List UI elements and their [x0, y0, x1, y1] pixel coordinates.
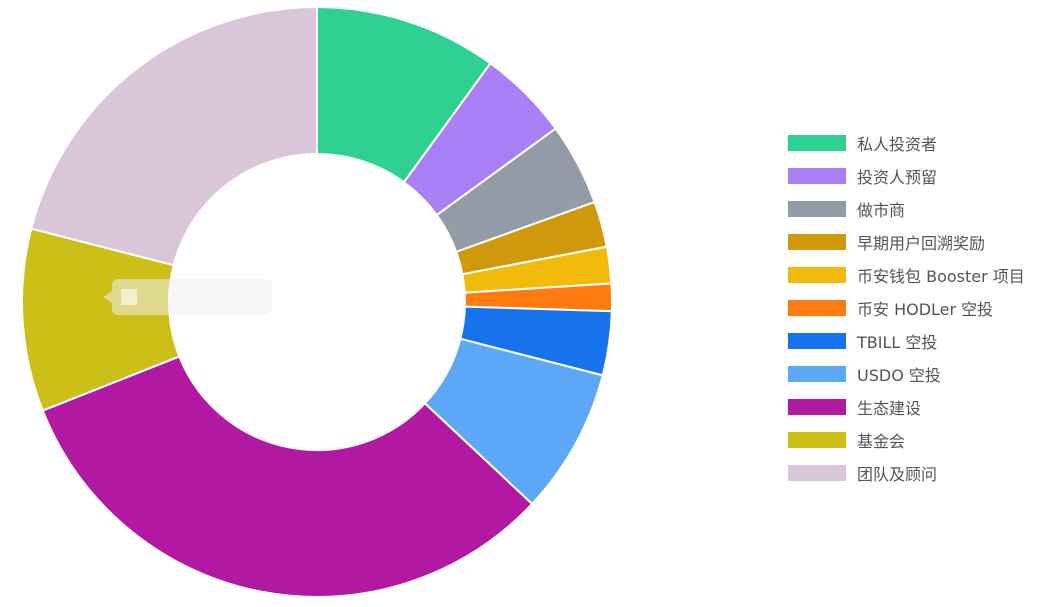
legend-swatch	[788, 365, 846, 382]
legend-item[interactable]: USDO 空投	[788, 357, 1025, 390]
legend-label: 基金会	[857, 431, 906, 451]
tooltip-swatch	[121, 289, 137, 305]
legend-label: 币安 HODLer 空投	[857, 299, 994, 319]
legend-swatch	[788, 266, 846, 283]
legend-item[interactable]: 币安 HODLer 空投	[788, 291, 1025, 324]
legend-label: 早期用户回溯奖励	[857, 233, 986, 253]
legend-label: USDO 空投	[857, 365, 941, 385]
legend-swatch	[788, 299, 846, 316]
legend-swatch	[788, 167, 846, 184]
hover-tooltip	[112, 279, 272, 315]
legend-label: 做市商	[857, 200, 906, 220]
donut-slice[interactable]	[41, 355, 534, 598]
legend-label: 生态建设	[857, 398, 922, 418]
legend-item[interactable]: 团队及顾问	[788, 456, 1025, 489]
legend-label: 投资人预留	[857, 167, 938, 187]
legend-item[interactable]: 早期用户回溯奖励	[788, 225, 1025, 258]
legend-label: 币安钱包 Booster 项目	[857, 266, 1025, 286]
legend-item[interactable]: 做市商	[788, 192, 1025, 225]
legend-item[interactable]: 币安钱包 Booster 项目	[788, 258, 1025, 291]
legend-swatch	[788, 332, 846, 349]
legend-label: TBILL 空投	[857, 332, 938, 352]
chart-legend: 私人投资者投资人预留做市商早期用户回溯奖励币安钱包 Booster 项目 币安 H…	[788, 126, 1025, 489]
legend-item[interactable]: 私人投资者	[788, 126, 1025, 159]
legend-item[interactable]: TBILL 空投	[788, 324, 1025, 357]
legend-swatch	[788, 398, 846, 415]
legend-label: 团队及顾问	[857, 464, 938, 484]
legend-swatch	[788, 431, 846, 448]
legend-swatch	[788, 233, 846, 250]
legend-swatch	[788, 464, 846, 481]
legend-label: 私人投资者	[857, 134, 938, 154]
legend-item[interactable]: 基金会	[788, 423, 1025, 456]
legend-swatch	[788, 134, 846, 151]
tooltip-caret	[103, 291, 112, 303]
legend-swatch	[788, 200, 846, 217]
legend-item[interactable]: 投资人预留	[788, 159, 1025, 192]
donut-slice[interactable]	[30, 5, 318, 267]
legend-item[interactable]: 生态建设	[788, 390, 1025, 423]
